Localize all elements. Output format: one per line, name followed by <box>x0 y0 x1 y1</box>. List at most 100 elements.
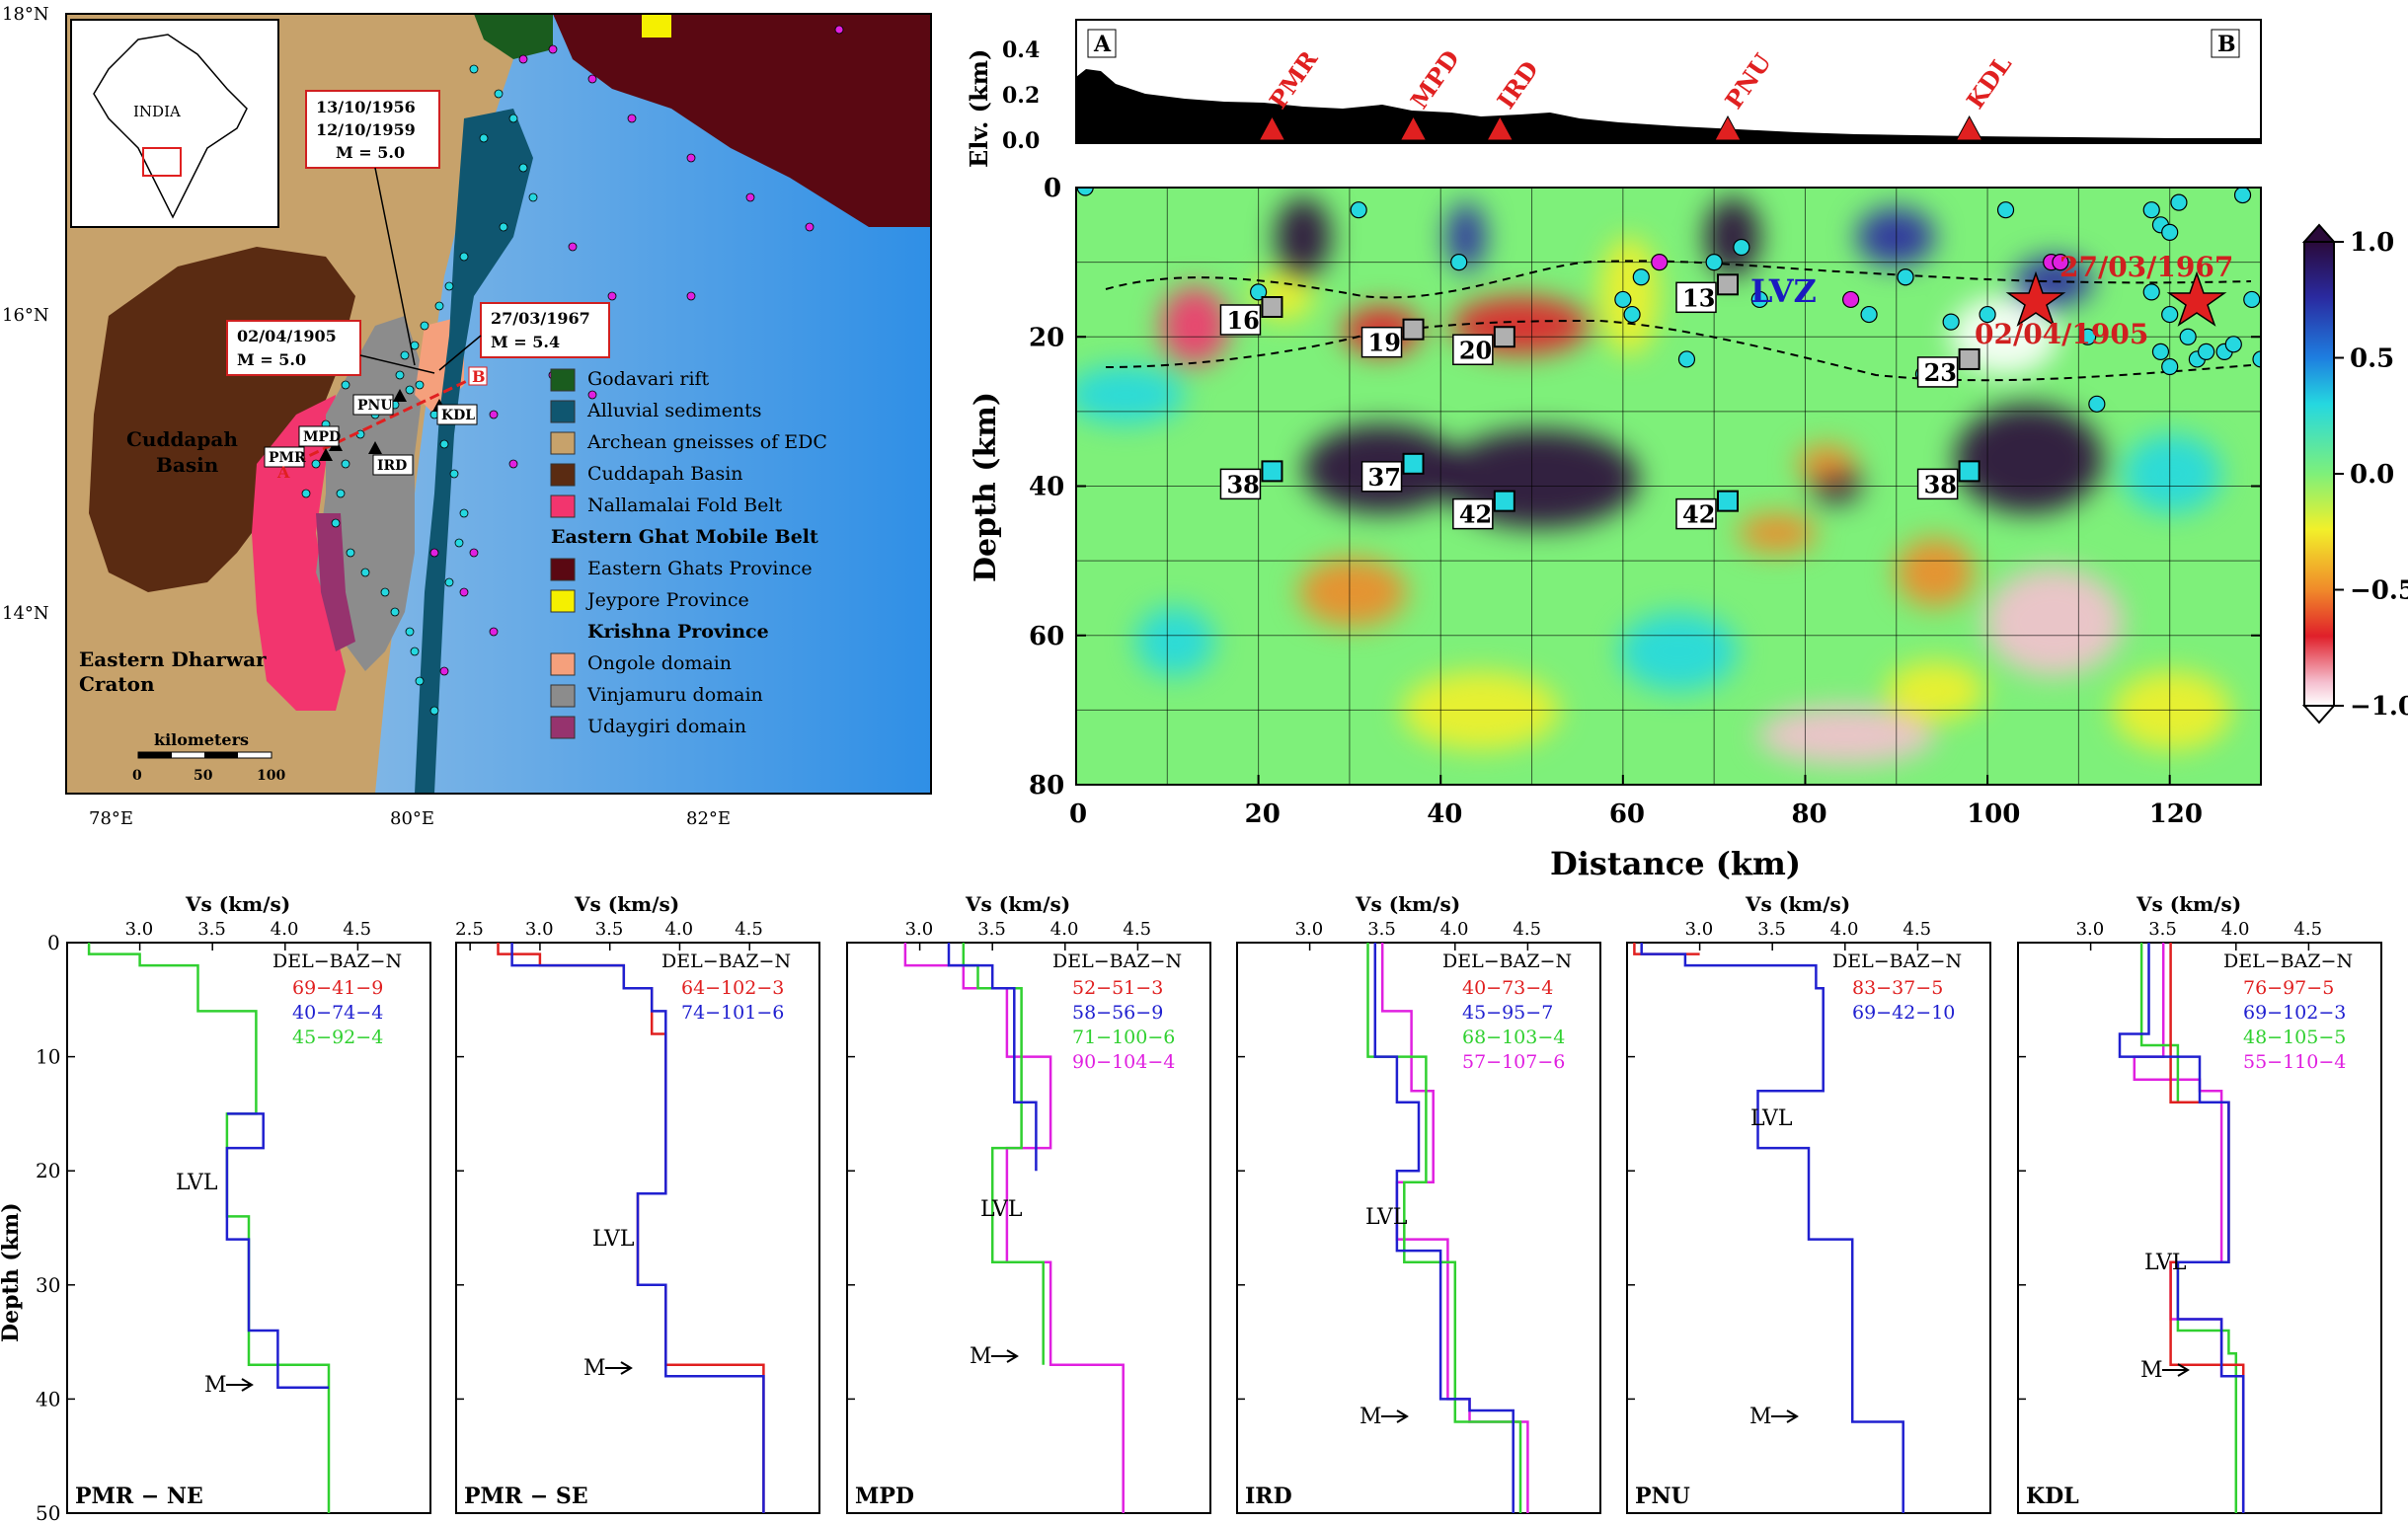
section-quake-dot <box>1842 290 1860 309</box>
map-epicenter-dot <box>518 163 528 173</box>
vs-tick-label: 4.0 <box>271 919 299 940</box>
legend-swatch <box>550 652 576 676</box>
layer-marker-label: 19 <box>1368 329 1401 357</box>
profile-entry: 45−95−7 <box>1462 1002 1553 1024</box>
map-epicenter-dot <box>469 64 479 74</box>
layer-marker-label: 37 <box>1368 463 1401 492</box>
colorbar-tick-label: 0.5 <box>2350 344 2394 374</box>
velocity-anomaly <box>1896 538 1975 607</box>
svg-text:13/10/1956: 13/10/1956 <box>316 98 416 116</box>
cuddapah-label-2: Basin <box>156 453 219 477</box>
x-tick-label: 120 <box>2149 800 2203 829</box>
section-quake-dot <box>2161 305 2179 324</box>
colorbar-bottom-cap <box>2301 705 2337 724</box>
section-quake-dot <box>2198 343 2215 360</box>
map-station-icon <box>393 389 407 402</box>
section-quake-dot <box>2088 395 2106 413</box>
lvz-top <box>1105 260 2252 299</box>
legend-label: Godavari rift <box>587 368 710 390</box>
event-box-1956: 13/10/1956 12/10/1959 M = 5.0 <box>305 90 440 366</box>
map-epicenter-dot <box>459 252 469 262</box>
lvl-label: LVL <box>592 1227 635 1252</box>
velocity-anomaly <box>1797 444 1856 484</box>
section-quake-dot <box>1651 254 1669 271</box>
map-epicenter-dot <box>415 676 425 686</box>
station-triangle-icon <box>1955 114 1983 141</box>
layer-marker <box>1261 460 1283 483</box>
map-epicenter-dot <box>336 489 346 498</box>
x-tick-label: 80 <box>1791 800 1826 829</box>
map-epicenter-dot <box>444 281 454 291</box>
layer-marker <box>1402 452 1425 475</box>
layer-marker <box>1958 347 1981 370</box>
moho-arrow-icon <box>1381 1409 1409 1423</box>
section-quake-dot <box>1897 268 1914 286</box>
svg-text:M = 5.0: M = 5.0 <box>336 143 405 162</box>
vs-profile-line <box>903 943 1125 1513</box>
lvl-label: LVL <box>1750 1106 1793 1131</box>
legend-label: Archean gneisses of EDC <box>586 431 827 453</box>
study-area-box <box>142 147 182 177</box>
colorbar-tick-label: 1.0 <box>2350 228 2394 258</box>
legend-swatch <box>550 431 576 455</box>
elev-ylabel: Elv. (km) <box>965 49 993 168</box>
svg-text:27/03/1967: 27/03/1967 <box>491 309 590 328</box>
svg-text:M = 5.4: M = 5.4 <box>491 333 560 351</box>
map-epicenter-dot <box>434 301 444 311</box>
legend-label: Nallamalai Fold Belt <box>587 495 782 516</box>
section-quake-dot <box>2079 328 2097 345</box>
map-epicenter-dot <box>454 538 464 548</box>
moho-label: M <box>204 1373 227 1398</box>
colorbar-tick-label: 0.0 <box>2350 460 2394 490</box>
section-quake-dot <box>1979 305 1996 324</box>
map-epicenter-dot <box>395 370 405 380</box>
vs-tick-label: 3.5 <box>977 919 1006 940</box>
colorbar-tick-label: −1.0 <box>2350 692 2408 722</box>
section-quake-dot <box>1996 201 2015 219</box>
map-epicenter-dot <box>489 627 499 637</box>
vs-profile-line <box>87 943 331 1513</box>
map-station-label: IRD <box>377 458 407 474</box>
map-epicenter-dot <box>805 222 815 232</box>
section-quake-dot <box>1623 305 1641 324</box>
vs-tick-label: 3.5 <box>1367 919 1396 940</box>
svg-text:02/04/1905: 02/04/1905 <box>237 327 337 345</box>
x-tick-label: 40 <box>1427 800 1462 829</box>
godavari-rift <box>474 14 553 59</box>
layer-marker-label: 23 <box>1924 358 1957 387</box>
x-tick-label: 60 <box>1609 800 1645 829</box>
moho-label: M <box>583 1356 606 1381</box>
section-quake-dot <box>1677 350 1696 368</box>
corner-b: B <box>2217 32 2236 57</box>
map-epicenter-dot <box>415 380 425 390</box>
profile-depth-tick: 40 <box>36 1387 60 1410</box>
moho-label: M <box>1359 1405 1382 1429</box>
section-quake-dot <box>2142 201 2160 219</box>
profile-entry: 69−42−10 <box>1852 1002 1955 1024</box>
vs-tick-label: 3.5 <box>595 919 624 940</box>
profile-entry: 90−104−4 <box>1072 1051 1175 1073</box>
map-epicenter-dot <box>405 385 415 395</box>
elev-tick-02: 0.2 <box>1002 83 1040 109</box>
section-quake-dot <box>2142 283 2160 301</box>
velocity-anomaly <box>1886 661 1984 721</box>
lvz-label: LVZ <box>1750 272 1817 310</box>
elev-tick-04: 0.4 <box>1002 38 1040 63</box>
vs-tick-label: 3.0 <box>905 919 934 940</box>
lvz-bottom <box>1105 319 2252 382</box>
event-box-1967: 27/03/1967 M = 5.4 <box>438 302 610 371</box>
lvl-label: LVL <box>176 1171 218 1195</box>
section-grid <box>1076 188 2261 785</box>
map-station-label: KDL <box>441 408 475 423</box>
vs-tick-label: 4.5 <box>343 919 371 940</box>
vs-tick-label: 4.5 <box>1123 919 1151 940</box>
layer-marker-label: 13 <box>1682 283 1715 312</box>
vs-profile-5: 3.0 3.5 4.0 4.5 Vs (km/s) DEL−BAZ−N 76−97−5 69−… <box>2017 892 2382 1514</box>
vs-tick-label: 3.0 <box>1685 919 1714 940</box>
profile-frame <box>2017 942 2382 1514</box>
velocity-anomaly <box>1738 513 1817 553</box>
vs-profile-3: 3.0 3.5 4.0 4.5 Vs (km/s) DEL−BAZ−N 40−73−4 45−… <box>1236 892 1601 1514</box>
epicenter-dots <box>301 25 844 716</box>
velocity-anomaly <box>2123 434 2221 513</box>
section-quake-dot <box>2224 336 2242 353</box>
